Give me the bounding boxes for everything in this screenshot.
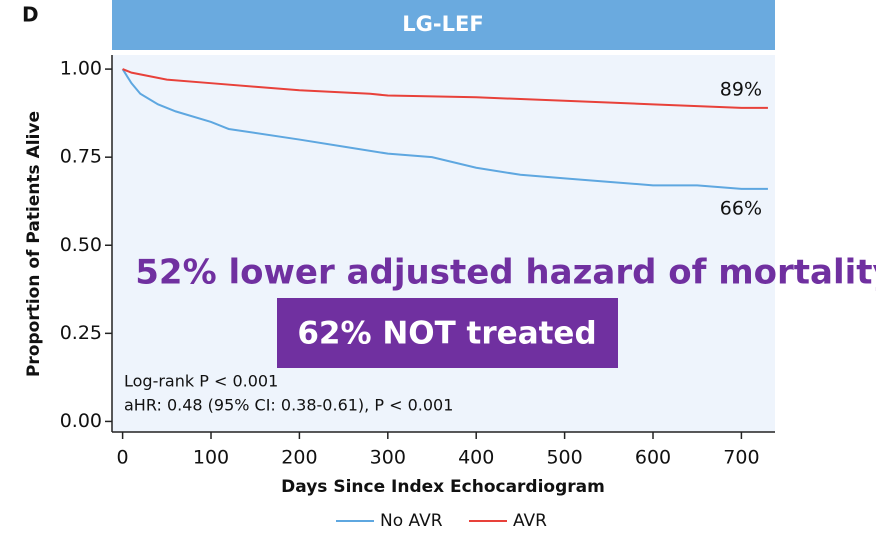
x-tick-label: 0 [117,447,129,469]
y-tick-label: 1.00 [60,58,102,80]
title-bar [112,0,775,50]
x-tick-label: 400 [458,447,494,469]
survival-curve [122,68,768,109]
x-tick-label: 300 [370,447,406,469]
chart-title: LG-LEF [402,12,483,36]
y-tick-label: 0.00 [60,410,102,432]
x-tick-label: 500 [546,447,582,469]
callout-box [277,298,618,368]
legend-label: AVR [513,511,547,531]
y-tick-label: 0.25 [60,322,102,344]
annotation: 89% [720,79,762,101]
y-tick-label: 0.50 [60,234,102,256]
annotation: 52% lower adjusted hazard of mortality [135,253,876,293]
y-tick-label: 0.75 [60,146,102,168]
x-tick-label: 100 [193,447,229,469]
y-axis-title: Proportion of Patients Alive [24,111,44,377]
x-axis-title: Days Since Index Echocardiogram [281,477,605,497]
legend-label: No AVR [380,511,443,531]
panel-label: D [22,3,39,27]
survival-curve [121,68,768,190]
x-tick-label: 700 [723,447,759,469]
x-tick-label: 600 [635,447,671,469]
annotation: aHR: 0.48 (95% CI: 0.38-0.61), P < 0.001 [124,396,453,415]
plot-area [112,55,775,432]
annotation: 66% [720,198,762,220]
x-tick-label: 200 [281,447,317,469]
annotation: 62% NOT treated [297,316,596,352]
annotation: Log-rank P < 0.001 [124,372,278,391]
